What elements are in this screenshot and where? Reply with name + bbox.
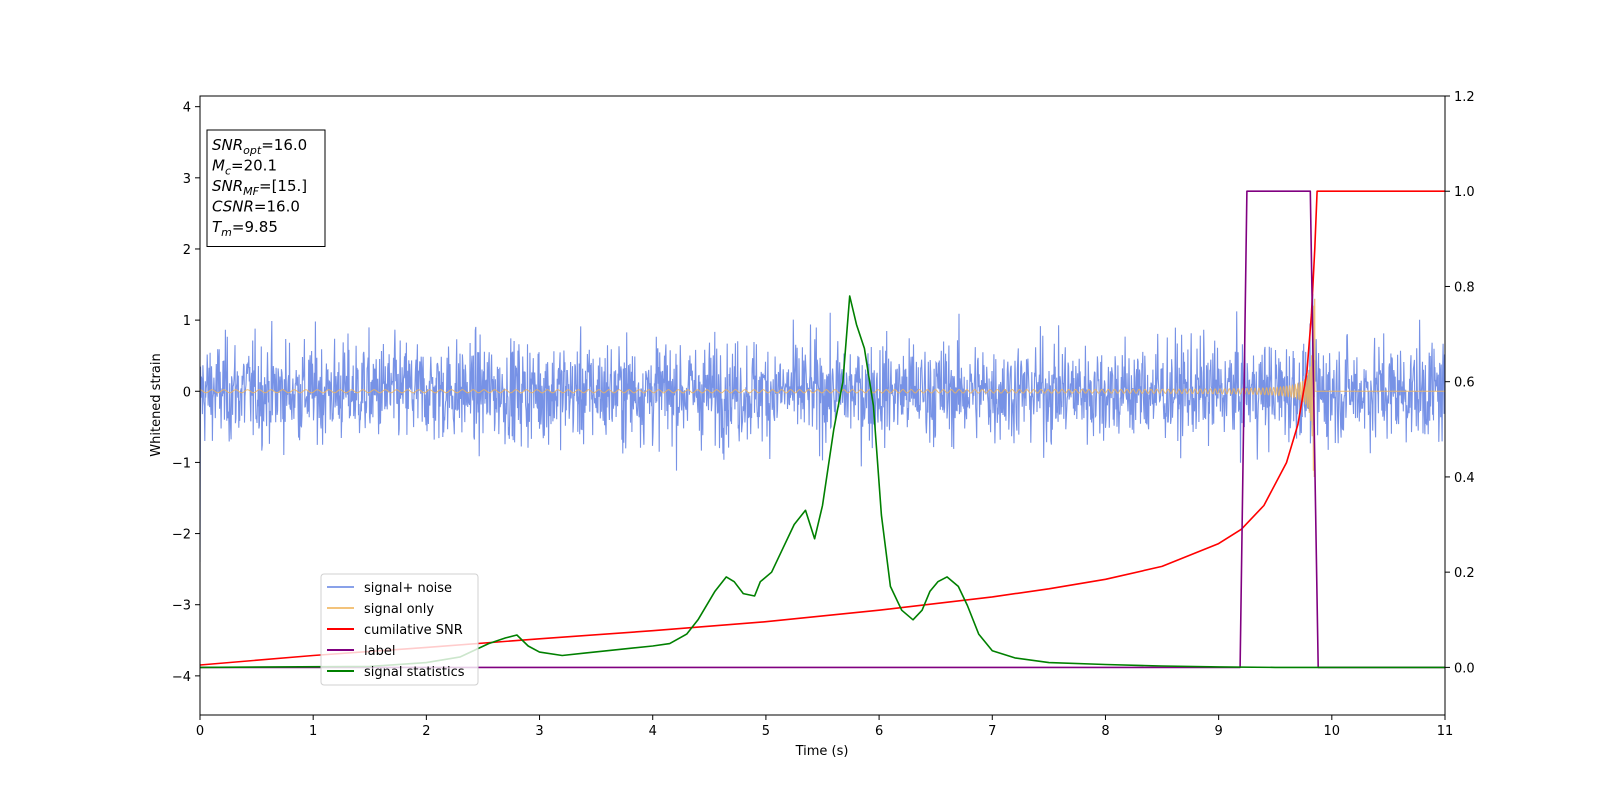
y-left-tick-label: 4 [183, 101, 191, 116]
series-cumulative-snr-line [200, 190, 1445, 666]
x-tick-label: 4 [649, 724, 657, 739]
annotation-line: CSNR=16.0 [212, 198, 300, 216]
y-left-tick-label: −4 [172, 670, 191, 685]
y-left-tick-label: 1 [183, 314, 191, 329]
y-axis-label: Whitened strain [149, 353, 164, 456]
y-right-tick-label: 0.6 [1454, 376, 1475, 391]
y-left-tick-label: −3 [172, 599, 191, 614]
x-tick-label: 0 [196, 724, 204, 739]
x-tick-label: 6 [875, 724, 883, 739]
legend-label: signal+ noise [364, 581, 452, 596]
x-tick-label: 10 [1324, 724, 1341, 739]
y-right-tick-label: 0.8 [1454, 280, 1475, 295]
annotation-line: Mc=20.1 [212, 157, 277, 178]
legend-frame [320, 573, 479, 686]
y-left-tick-label: −2 [172, 528, 191, 543]
legend-label: cumilative SNR [364, 623, 463, 638]
annotation-line: SNRMF=[15.] [212, 177, 307, 198]
legend-label: label [364, 644, 395, 659]
x-tick-label: 5 [762, 724, 770, 739]
series-signal-statistics-line [200, 295, 1445, 669]
x-tick-label: 9 [1214, 724, 1222, 739]
y-left-tick-label: 2 [183, 243, 191, 258]
annotation-line: SNRopt=16.0 [212, 136, 307, 157]
x-tick-label: 11 [1437, 724, 1454, 739]
y-left-tick-label: −1 [172, 456, 191, 471]
legend-label: signal statistics [364, 665, 465, 680]
x-tick-label: 3 [535, 724, 543, 739]
legend: signal+ noise signal only cumilative SNR la… [320, 573, 479, 686]
y-right-tick-label: 0.2 [1454, 566, 1475, 581]
y-right-tick-label: 0.4 [1454, 471, 1475, 486]
series-signal-noise-line [200, 293, 1445, 563]
x-tick-label: 2 [422, 724, 430, 739]
y-left-tick-label: 0 [183, 385, 191, 400]
series-signal-only-line [200, 298, 1445, 478]
x-tick-label: 8 [1101, 724, 1109, 739]
y-right-tick-label: 1.2 [1454, 90, 1475, 105]
plot-area [200, 190, 1445, 669]
x-axis-label: Time (s) [795, 744, 849, 759]
annotation-line: Tm=9.85 [212, 218, 278, 239]
x-tick-label: 1 [309, 724, 317, 739]
axis-ticks: 0 1 2 3 4 5 6 7 8 9 10 11 −4 −3 −2 −1 0 1 2 3 4 0.0 0.2 0.4 0.6 0… [172, 90, 1475, 739]
x-tick-label: 7 [988, 724, 996, 739]
plot-frame [199, 95, 1446, 716]
y-left-tick-label: 3 [183, 172, 191, 187]
annotation-box-frame [206, 129, 326, 247]
legend-label: signal only [364, 602, 434, 617]
y-right-tick-label: 1.0 [1454, 185, 1475, 200]
y-right-tick-label: 0.0 [1454, 661, 1475, 676]
